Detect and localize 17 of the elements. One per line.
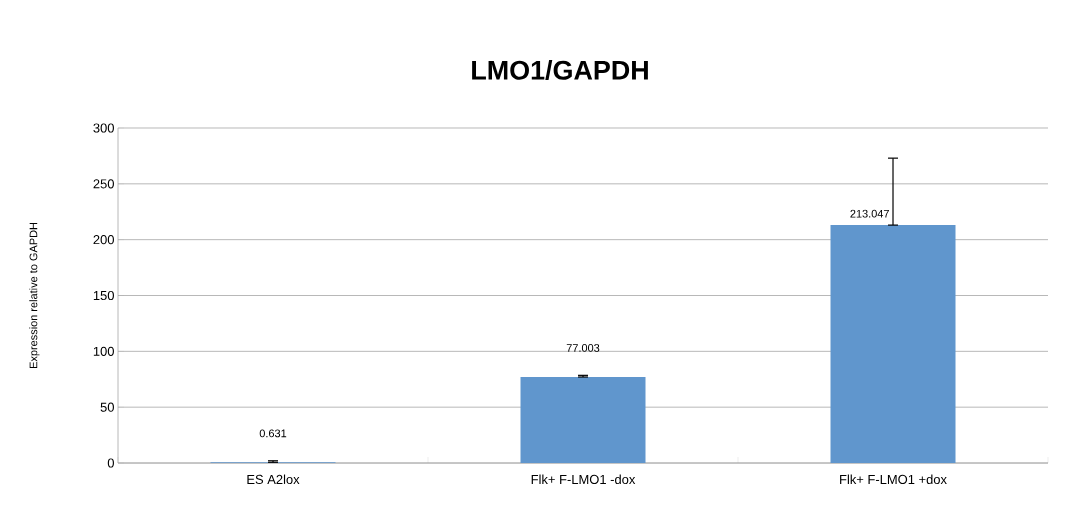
y-tick-label: 100 <box>93 346 114 356</box>
y-tick-label: 50 <box>100 402 114 412</box>
bar <box>520 377 646 463</box>
bar <box>830 225 956 463</box>
chart-title: LMO1/GAPDH <box>472 59 648 80</box>
data-label: 0.631 <box>259 429 287 438</box>
x-tick-label: Flk+ F-LMO1 -dox <box>531 474 636 485</box>
y-tick-label: 150 <box>93 290 114 301</box>
y-tick-label: 0 <box>107 458 114 468</box>
data-label: 213.047 <box>850 209 889 218</box>
x-tick-label: ES A2lox <box>247 474 300 485</box>
data-label: 77.003 <box>566 344 600 352</box>
x-tick-label: Flk+ F-LMO1 +dox <box>840 474 947 485</box>
y-tick-label: 250 <box>93 179 114 189</box>
y-axis-title: Expression relative to GAPDH <box>29 223 40 368</box>
y-tick-label: 200 <box>93 235 114 245</box>
y-tick-label: 300 <box>93 123 114 133</box>
